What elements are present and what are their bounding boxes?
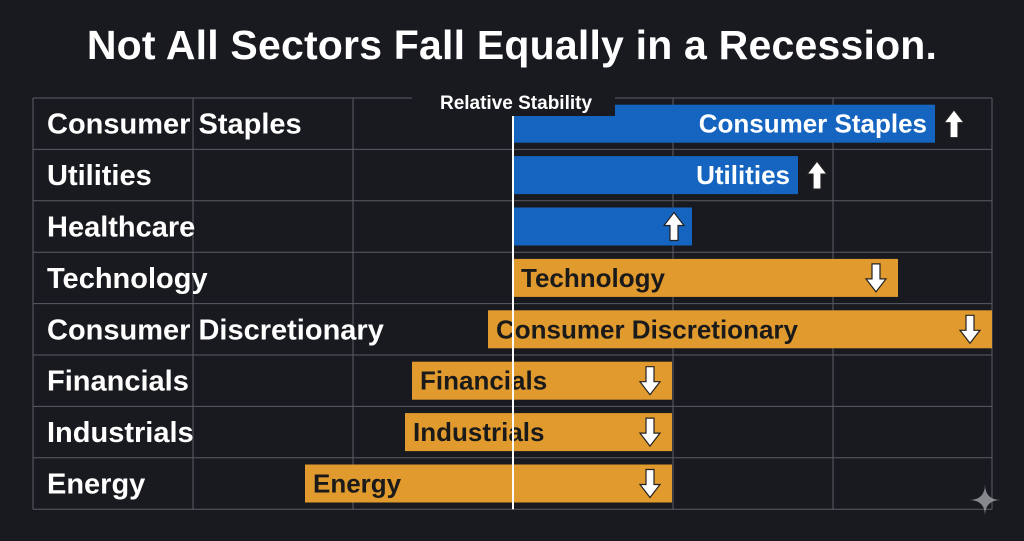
row-label-technology: Technology <box>47 263 208 295</box>
arrow-down-icon-energy <box>638 468 662 499</box>
bar-label-technology: Technology <box>521 263 666 293</box>
row-label-industrials: Industrials <box>47 417 194 449</box>
bar-label-industrials: Industrials <box>413 417 544 447</box>
bar-label-utilities: Utilities <box>696 160 790 190</box>
row-label-financials: Financials <box>47 366 189 398</box>
bar-utilities <box>513 156 798 195</box>
bar-industrials <box>405 413 672 452</box>
arrow-down-icon-financials <box>638 366 662 396</box>
bar-label-energy: Energy <box>313 469 402 499</box>
stability-label: Relative Stability <box>440 93 592 114</box>
sparkle-icon <box>969 484 1001 516</box>
bar-label-consumer-discretionary: Consumer Discretionary <box>496 314 799 344</box>
bar-label-consumer-staples: Consumer Staples <box>699 109 927 139</box>
row-label-consumer-discretionary: Consumer Discretionary <box>47 314 384 346</box>
bar-consumer-discretionary <box>488 310 992 349</box>
arrow-up-icon-healthcare <box>662 211 686 242</box>
arrow-up-icon-utilities <box>805 160 829 190</box>
chart-title: Not All Sectors Fall Equally in a Recess… <box>86 22 938 68</box>
arrow-down-icon-technology <box>864 263 888 293</box>
arrow-down-icon-industrials <box>638 417 662 448</box>
row-label-consumer-staples: Consumer Staples <box>47 109 302 141</box>
bar-technology <box>513 258 898 297</box>
bar-healthcare <box>513 207 692 246</box>
bar-label-financials: Financials <box>420 366 547 396</box>
row-label-utilities: Utilities <box>47 160 152 192</box>
row-label-healthcare: Healthcare <box>47 212 195 244</box>
bar-financials <box>412 361 672 400</box>
arrow-down-icon-consumer-discretionary <box>958 314 982 345</box>
stability-label-bg <box>412 88 615 116</box>
arrow-up-icon-consumer-staples <box>942 108 966 139</box>
bar-energy <box>305 464 672 503</box>
row-label-energy: Energy <box>47 469 145 501</box>
